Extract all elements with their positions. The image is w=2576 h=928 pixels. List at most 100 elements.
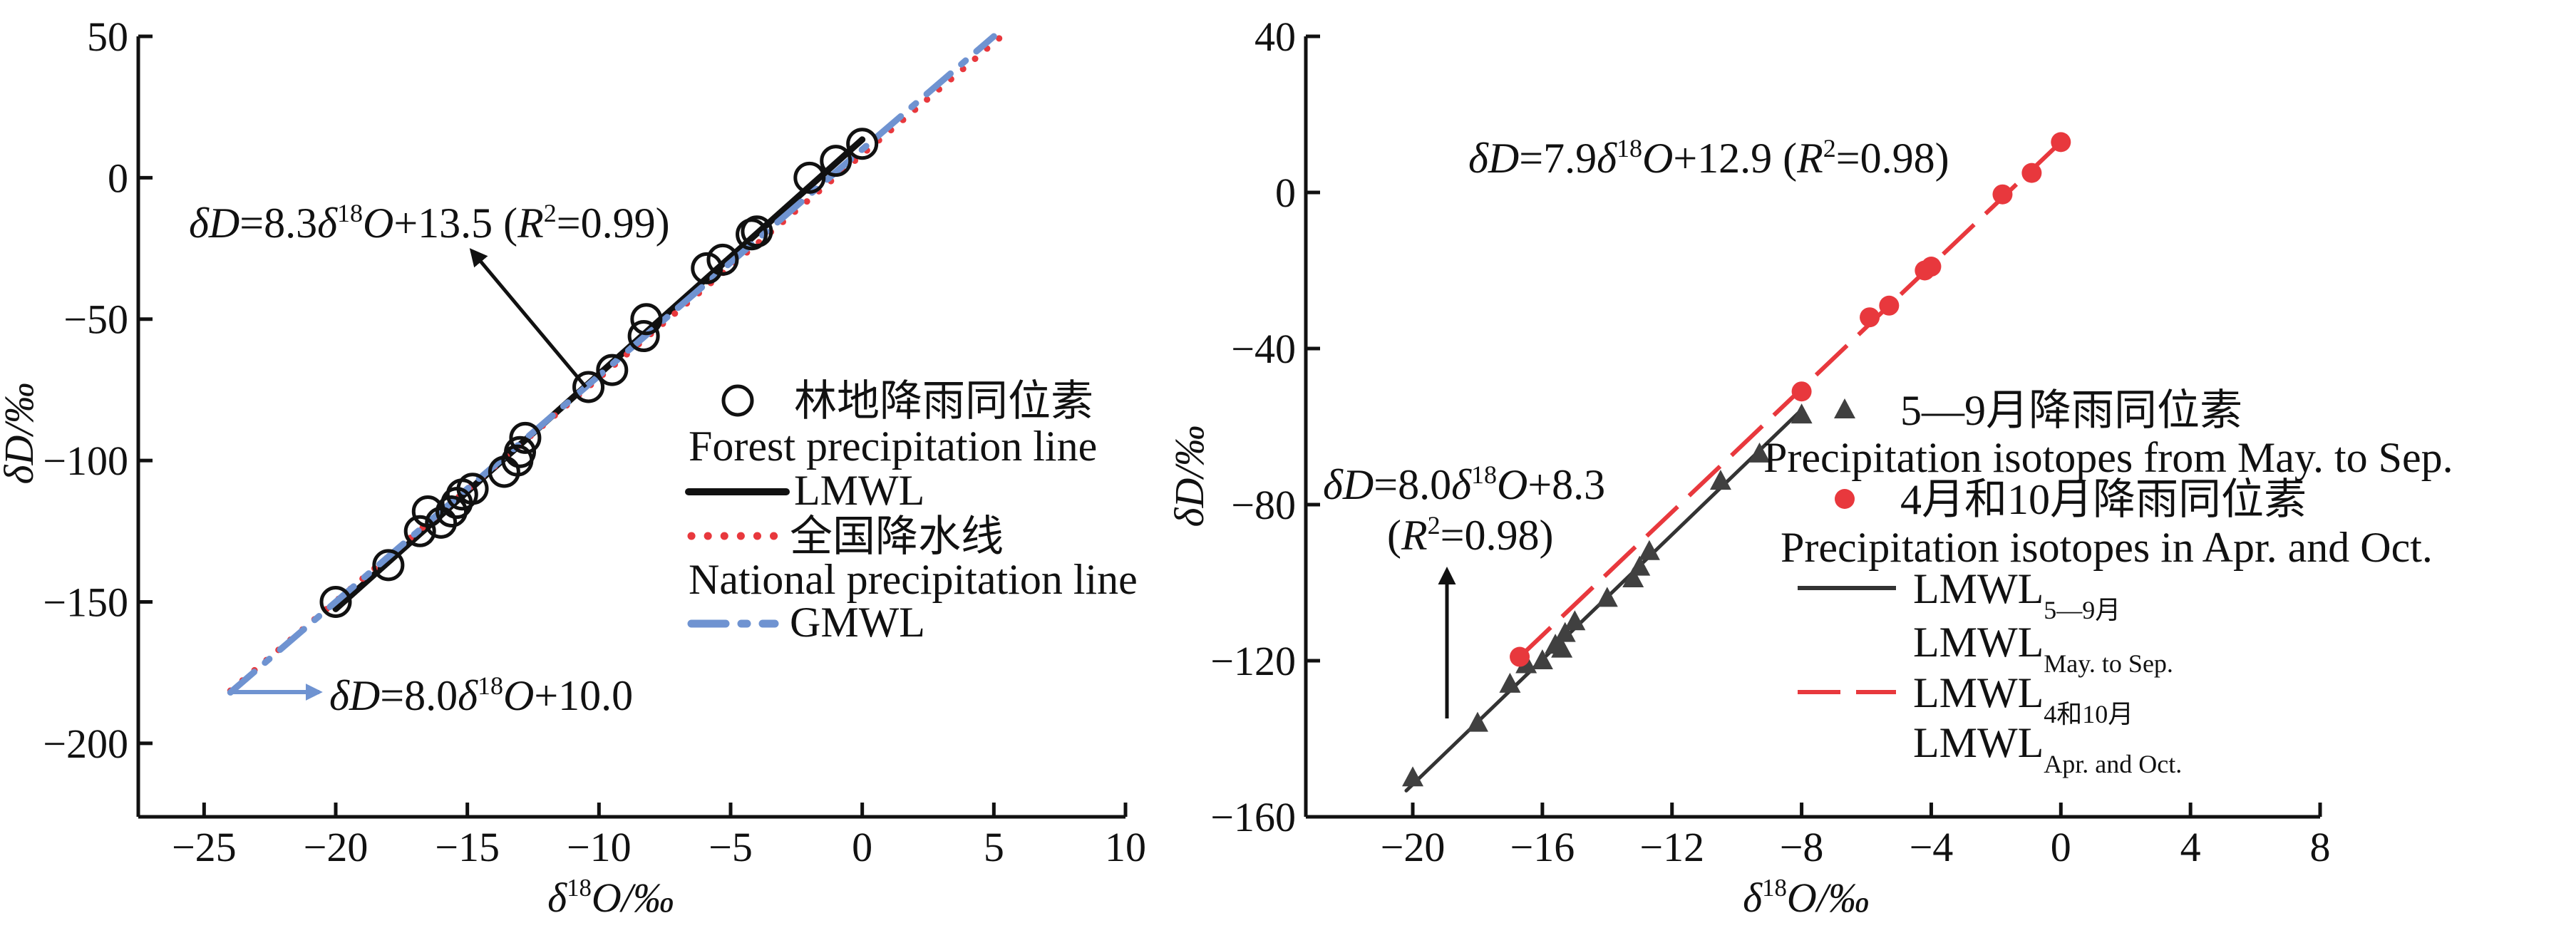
may-sep-r2: (R2=0.98) [1387, 511, 1553, 559]
text-segment: /‰ [0, 383, 42, 438]
data-point [319, 585, 352, 618]
text-segment: LMWL [1913, 669, 2044, 716]
text-segment: O [1642, 135, 1673, 182]
legend-label-national-cn: 全国降水线 [790, 513, 1004, 560]
y-axis-label: δD/‰ [1166, 426, 1212, 527]
text-segment: /‰ [1815, 875, 1870, 921]
text-segment: ( [1387, 512, 1401, 559]
legend-dot-icon [1835, 489, 1855, 509]
series-filled-circle [1510, 132, 2071, 667]
y-tick-label: 0 [1275, 170, 1296, 216]
text-segment: O [503, 672, 534, 719]
data-point [630, 303, 663, 336]
text-segment: =8.0 [380, 672, 458, 719]
data-point [706, 243, 739, 276]
subscript: 4和10月 [2044, 700, 2133, 728]
regression-line-gmwl [227, 33, 997, 696]
regression-line-lmwl [1518, 140, 2063, 659]
data-point [441, 487, 473, 520]
lmwl-arrow-icon [469, 248, 587, 388]
data-point [793, 161, 826, 194]
subscript: Apr. and Oct. [2044, 750, 2182, 778]
legend-triangle-icon [1834, 398, 1855, 418]
text-segment: O [363, 200, 393, 247]
data-point [846, 128, 879, 160]
data-point [572, 371, 605, 403]
y-tick-label: −150 [43, 579, 128, 625]
data-point [1860, 307, 1880, 328]
data-point [1992, 184, 2013, 205]
text-segment: δ [1451, 461, 1472, 508]
text-segment: LMWL [1913, 565, 2044, 612]
x-tick-label: −12 [1639, 824, 1704, 870]
subscript: May. to Sep. [2044, 649, 2173, 678]
superscript: 18 [337, 199, 363, 227]
legend-label-apr-oct-en: Precipitation isotopes in Apr. and Oct. [1781, 524, 2433, 571]
gmwl-equation: δD=8.0δ18O+10.0 [329, 671, 633, 719]
text-segment: δ [317, 200, 338, 247]
legend-label-forest-en: Forest precipitation line [689, 423, 1097, 470]
text-segment: /‰ [619, 875, 674, 921]
data-point [488, 455, 520, 488]
legend-label-may-sep-en: Precipitation isotopes from May. to Sep. [1763, 434, 2453, 481]
legend-circle-icon [721, 384, 754, 417]
data-point [1466, 711, 1488, 732]
data-point [1915, 260, 1935, 281]
y-tick-label: −80 [1231, 482, 1296, 528]
text-segment: R [1796, 135, 1823, 182]
panel-left-forest-precipitation: −25 −20 −15 −10 −5 0 5 10−200−150−100−50050δ18O… [0, 14, 1146, 921]
data-point [1531, 649, 1553, 669]
x-axis-label: δ18O/‰ [547, 874, 674, 921]
x-tick-label: −5 [709, 824, 753, 870]
legend-label-gmwl: GMWL [790, 599, 925, 646]
y-tick-label: 0 [108, 155, 128, 201]
text-segment: O [1787, 875, 1817, 921]
data-point [445, 478, 478, 511]
y-tick-label: −120 [1210, 638, 1296, 684]
data-point [596, 354, 629, 386]
text-segment: δ [547, 875, 567, 921]
legend-label-may-sep-cn: 5—9月降雨同位素 [1900, 387, 2242, 434]
data-point [1622, 567, 1644, 588]
superscript: 18 [478, 671, 503, 700]
text-segment: O [592, 875, 622, 921]
text-segment: O [1497, 461, 1527, 508]
superscript: 2 [1823, 134, 1836, 163]
data-point [691, 252, 723, 284]
y-tick-label: −100 [43, 438, 128, 484]
y-tick-label: 40 [1254, 14, 1296, 60]
lmwl-equation: δD=8.3δ18O+13.5 (R2=0.99) [189, 199, 670, 247]
text-segment: R [517, 200, 544, 247]
text-segment: =0.98) [1836, 135, 1949, 182]
text-segment: =8.3 [239, 200, 317, 247]
legend-label-national-en: National precipitation line [689, 556, 1138, 603]
text-segment: R [1401, 512, 1428, 559]
y-tick-label: −50 [63, 297, 128, 343]
text-segment: LMWL [1913, 719, 2044, 766]
text-segment: +10.0 [534, 672, 633, 719]
x-tick-label: 5 [984, 824, 1004, 870]
x-tick-label: −4 [1910, 824, 1954, 870]
x-tick-label: −16 [1510, 824, 1575, 870]
text-segment: =7.9 [1519, 135, 1597, 182]
text-segment: =0.98) [1441, 512, 1554, 559]
text-segment: =0.99) [557, 200, 670, 247]
superscript: 18 [1617, 134, 1642, 163]
y-tick-label: 50 [87, 14, 128, 60]
data-point [2051, 132, 2071, 153]
data-point [627, 320, 660, 353]
legend-label-lmwl-4-10: LMWL4和10月 [1913, 669, 2133, 728]
x-tick-label: −8 [1780, 824, 1824, 870]
text-segment: +8.3 [1527, 461, 1605, 508]
data-point [509, 421, 542, 454]
text-segment: +13.5 ( [393, 200, 517, 247]
superscript: 18 [1471, 460, 1497, 489]
legend-label-forest-cn: 林地降雨同位素 [794, 378, 1093, 425]
panel-right-monthly-precipitation: −20 −16 −12 −8 −4 0 4 8−160−120−80−40040δ18O/‰δ… [1166, 14, 2453, 921]
y-axis-label: δD/‰ [0, 383, 42, 485]
legend-label-lmwl: LMWL [794, 467, 924, 514]
y-tick-label: −200 [43, 721, 128, 767]
x-tick-label: 0 [852, 824, 872, 870]
data-point [436, 495, 468, 528]
text-segment: δD [1166, 478, 1212, 527]
